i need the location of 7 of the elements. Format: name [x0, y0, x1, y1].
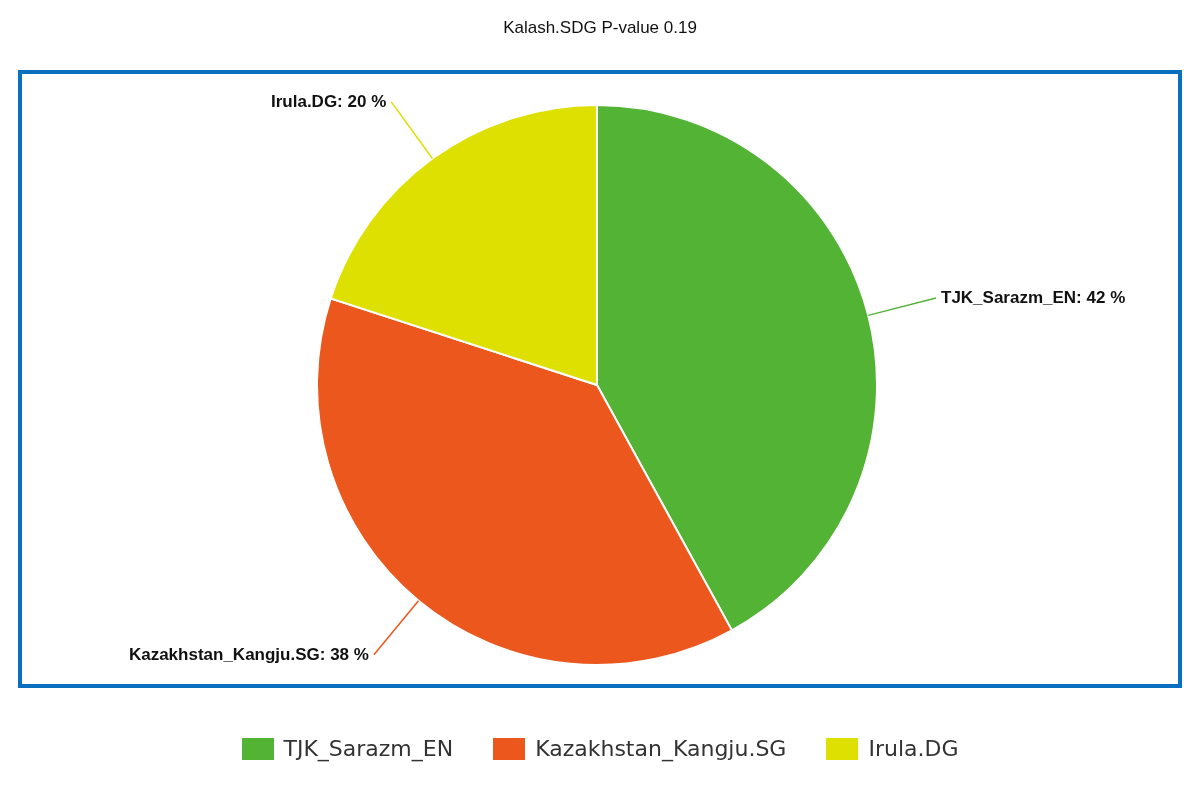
data-label: TJK_Sarazm_EN: 42 %	[941, 288, 1126, 308]
legend-label: TJK_Sarazm_EN	[283, 736, 454, 761]
legend-label: Irula.DG	[868, 736, 959, 761]
data-label: Irula.DG: 20 %	[271, 92, 387, 112]
chart-title: Kalash.SDG P-value 0.19	[502, 18, 698, 38]
data-label: Kazakhstan_Kangju.SG: 38 %	[128, 645, 369, 665]
legend-label: Kazakhstan_Kangju.SG	[535, 736, 787, 761]
